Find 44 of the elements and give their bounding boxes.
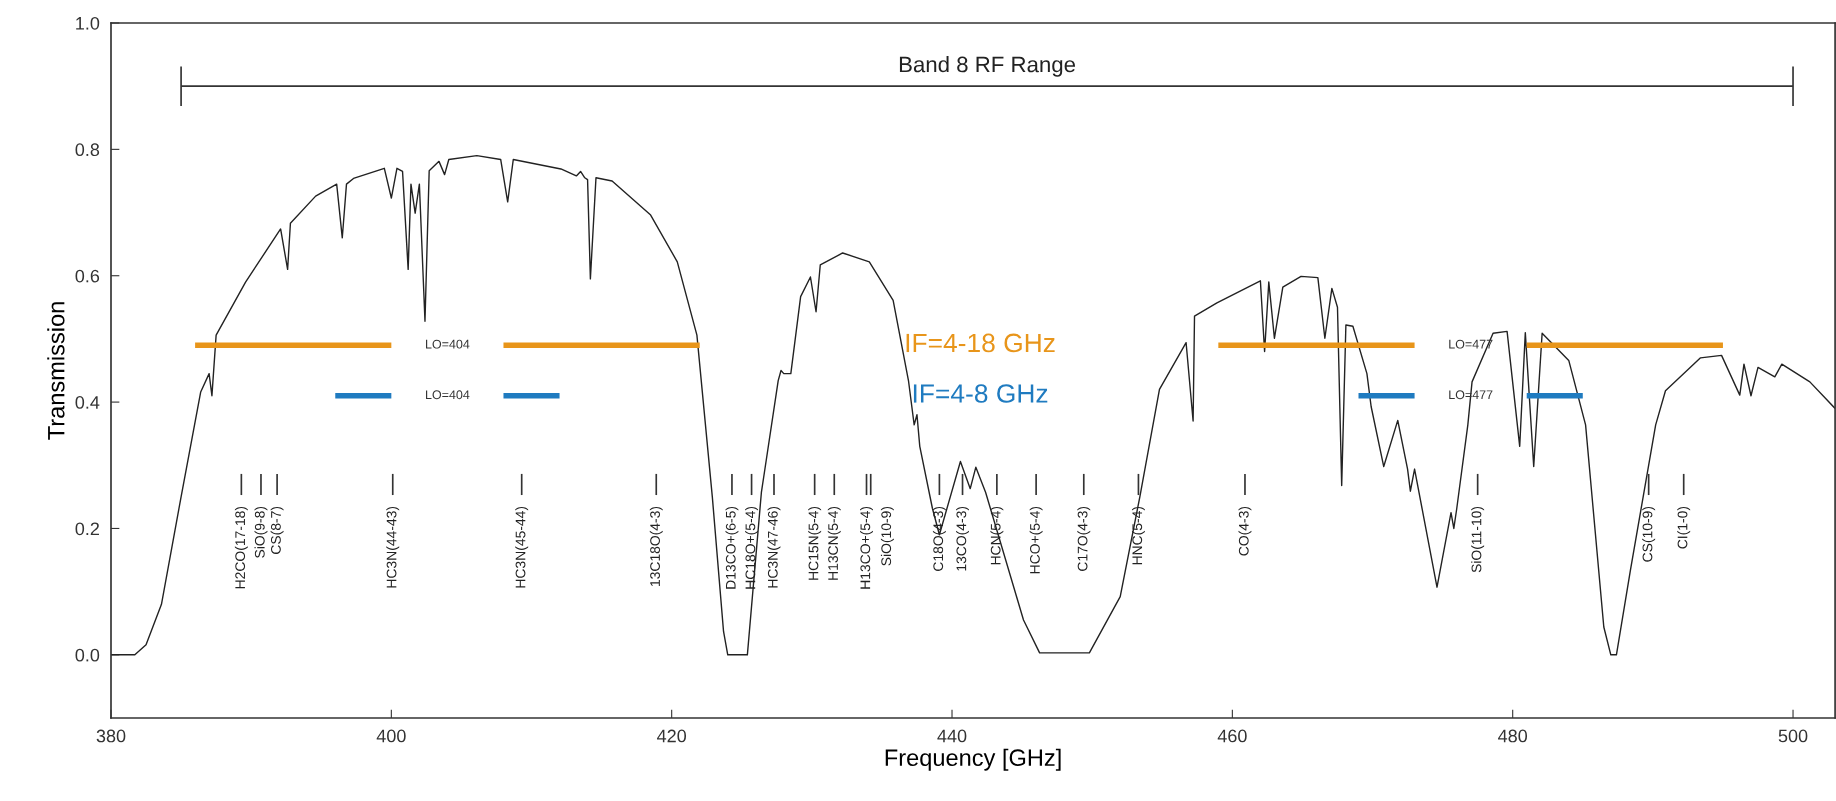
- ref-line-label: SiO(11-10): [1471, 506, 1485, 573]
- series-label: Band 8 RF Range: [899, 55, 1076, 77]
- y-tick-label: 0.4: [75, 396, 100, 409]
- ref-line-label: HCN(5-4): [990, 506, 1004, 565]
- annotation: LO=404: [426, 339, 470, 349]
- x-tick-label: 480: [1498, 729, 1528, 743]
- ref-line-label: SiO(9-8): [254, 506, 268, 558]
- y-tick-label: 0.8: [75, 143, 100, 157]
- ref-line-label: D13CO+(6-5): [725, 506, 739, 589]
- x-tick-label: 400: [376, 729, 406, 743]
- ref-line-label: 13C18O(4-3): [649, 506, 663, 587]
- y-tick-label: 0.6: [75, 269, 100, 283]
- x-tick-label: 440: [937, 729, 967, 743]
- ref-line-label: HC15N(5-4): [808, 506, 822, 580]
- ref-line-label: C17O(4-3): [1077, 506, 1091, 571]
- x-tick-label: 460: [1217, 729, 1247, 743]
- text: IF=4-8 GHz: [913, 384, 1048, 403]
- x-tick-label: 500: [1778, 729, 1808, 743]
- ref-line-label: HCO+(5-4): [1029, 506, 1043, 574]
- ref-line-label: HC3N(44-43): [386, 506, 400, 588]
- ref-line-label: H2CO(17-18): [234, 506, 248, 589]
- ref-line-label: 13CO(4-3): [956, 506, 969, 571]
- x-axis-title: Frequency [GHz]: [885, 748, 1061, 771]
- ref-line-label: CS(10-9): [1642, 506, 1656, 562]
- y-tick-label: 1.0: [76, 16, 100, 30]
- y-axis-title: Transmission: [47, 302, 65, 440]
- ref-line-label: CS(8-7): [270, 506, 284, 554]
- ref-line-label: HC3N(45-44): [515, 506, 529, 588]
- y-tick-label: 0.2: [75, 522, 99, 536]
- ref-line-label: SiO(10-9): [880, 506, 894, 566]
- annotation: LO=404: [426, 390, 470, 400]
- ref-line-label: HNC(5-4): [1131, 506, 1145, 565]
- ref-line-label: C18O(4-3): [932, 506, 946, 571]
- x-tick-label: 380: [96, 729, 126, 743]
- y-tick-label: 0.0: [75, 648, 100, 662]
- ref-line-label: H13CO+(5-4): [860, 506, 873, 589]
- ref-line-label: CO(4-3): [1238, 506, 1252, 556]
- text: IF=4-18 GHz: [906, 333, 1055, 353]
- ref-line-label: CI(1-0): [1677, 506, 1691, 549]
- ref-line-label: HC18O+(5-4): [745, 506, 759, 589]
- line-series: [111, 154, 1836, 656]
- ref-line-label: H13CN(5-4): [827, 506, 841, 580]
- x-tick-label: 420: [657, 729, 687, 743]
- ref-line-label: HC3N(47-46): [767, 506, 781, 588]
